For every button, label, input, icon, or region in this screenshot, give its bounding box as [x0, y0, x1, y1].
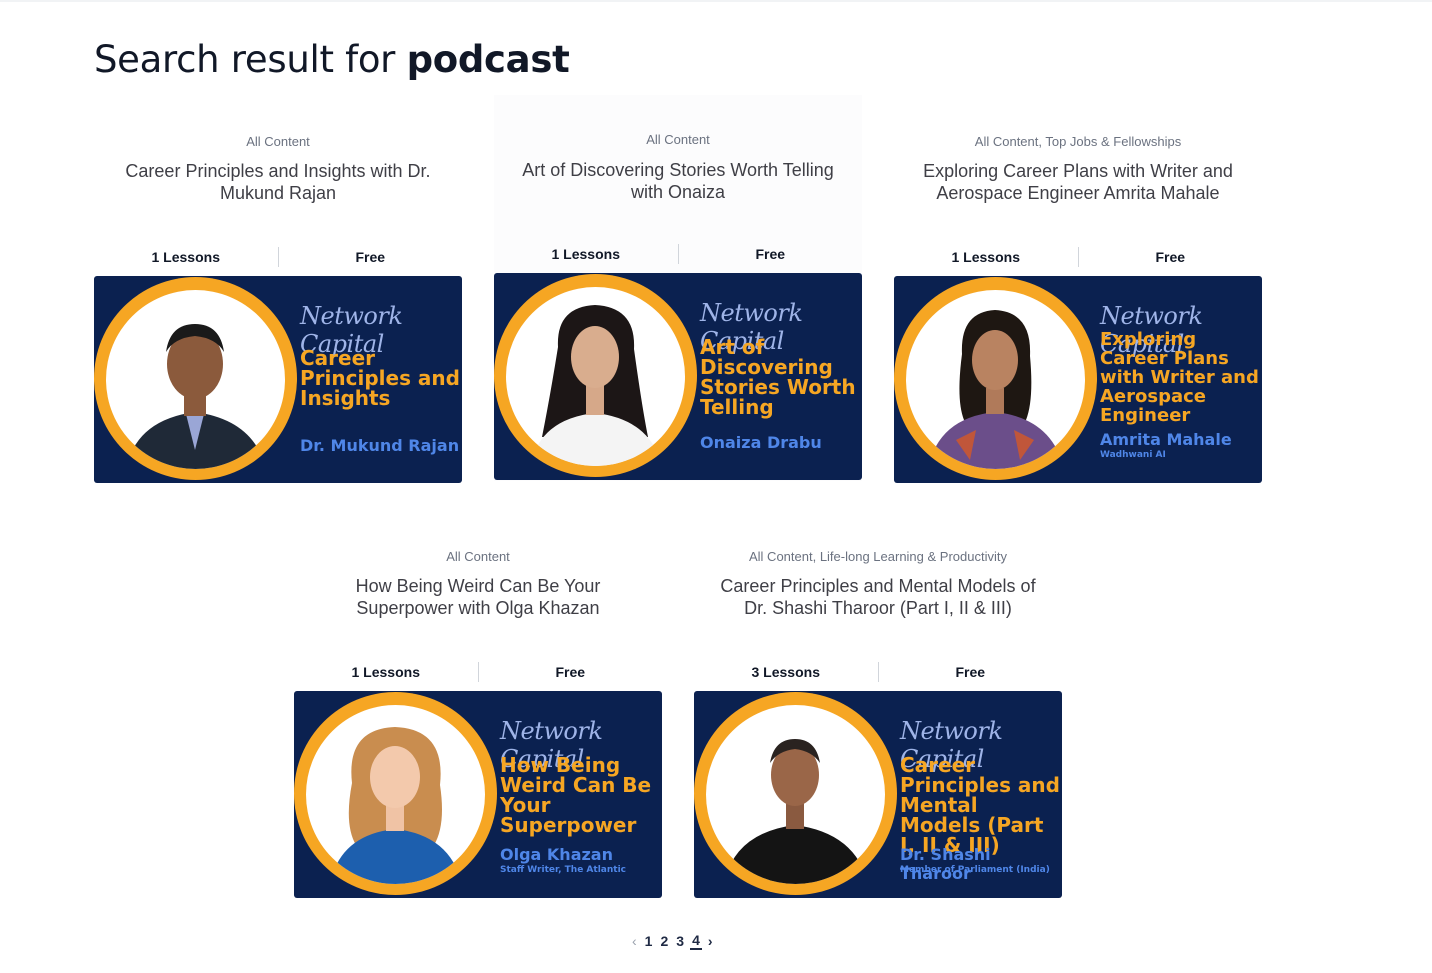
page-title: Search result for podcast: [94, 38, 570, 81]
speaker-photo: [106, 290, 285, 469]
price-label: Free: [1155, 249, 1186, 265]
page-link-4[interactable]: 4: [690, 932, 702, 950]
prev-page-button[interactable]: ‹: [632, 933, 637, 949]
card-category: All Content, Life-long Learning & Produc…: [749, 549, 1007, 564]
brand-logo: Network Capital: [900, 717, 1003, 773]
search-query: podcast: [406, 38, 570, 81]
card-title[interactable]: How Being Weird Can Be Your Superpower w…: [355, 576, 601, 618]
brand-logo: Network Capital: [1100, 302, 1203, 358]
card-title[interactable]: Career Principles and Insights with Dr. …: [125, 161, 431, 203]
course-thumbnail[interactable]: Network Capital Exploring Career Plans w…: [894, 276, 1262, 483]
course-card-2[interactable]: All Content Art of Discovering Stories W…: [494, 95, 862, 481]
card-meta: 1 Lessons Free: [294, 661, 662, 683]
card-category: All Content: [246, 134, 310, 149]
portrait-ring: [894, 277, 1097, 480]
thumbnail-headline: Career Principles and Insights: [300, 346, 460, 410]
thumbnail-headline: Career Principles and Mental Models (Par…: [900, 753, 1060, 857]
page-link-2[interactable]: 2: [660, 933, 669, 949]
course-thumbnail[interactable]: Network Capital Art of Discovering Stori…: [494, 273, 862, 480]
lessons-count: 1 Lessons: [551, 246, 620, 262]
course-thumbnail[interactable]: Network Capital How Being Weird Can Be Y…: [294, 691, 662, 898]
speaker-name: Onaiza Drabu: [700, 433, 822, 452]
speaker-role: Member of Parliament (India): [900, 865, 1050, 875]
course-card-1[interactable]: All Content Career Principles and Insigh…: [94, 134, 462, 483]
meta-divider: [277, 247, 279, 267]
brand-logo: Network Capital: [300, 302, 403, 358]
speaker-role: Wadhwani AI: [1100, 450, 1166, 460]
course-thumbnail[interactable]: Network Capital Career Principles and Me…: [694, 691, 1062, 898]
card-meta: 3 Lessons Free: [694, 661, 1062, 683]
course-card-4[interactable]: All Content How Being Weird Can Be Your …: [294, 549, 662, 898]
thumbnail-headline: Exploring Career Plans with Writer and A…: [1100, 329, 1259, 426]
portrait-ring: [494, 274, 697, 477]
card-title[interactable]: Exploring Career Plans with Writer and A…: [923, 161, 1233, 203]
card-meta: 1 Lessons Free: [94, 246, 462, 268]
card-meta: 1 Lessons Free: [494, 243, 862, 265]
card-title[interactable]: Career Principles and Mental Models of D…: [720, 576, 1036, 618]
lessons-count: 1 Lessons: [151, 249, 220, 265]
thumbnail-headline: How Being Weird Can Be Your Superpower: [500, 753, 652, 837]
page-link-1[interactable]: 1: [644, 933, 653, 949]
course-thumbnail[interactable]: Network Capital Career Principles and In…: [94, 276, 462, 483]
speaker-name: Amrita Mahale: [1100, 430, 1232, 449]
course-card-3[interactable]: All Content, Top Jobs & Fellowships Expl…: [894, 134, 1262, 483]
portrait-ring: [94, 277, 297, 480]
speaker-name: Olga Khazan: [500, 845, 613, 864]
lessons-count: 3 Lessons: [751, 664, 820, 680]
pagination: ‹ 1 2 3 4 ›: [630, 930, 715, 952]
brand-logo: Network Capital: [500, 717, 603, 773]
meta-divider: [877, 662, 879, 682]
portrait-ring: [694, 692, 897, 895]
meta-divider: [1077, 247, 1079, 267]
next-page-button[interactable]: ›: [707, 933, 713, 949]
speaker-photo: [306, 705, 485, 884]
card-category: All Content: [646, 132, 710, 147]
page-link-3[interactable]: 3: [676, 933, 685, 949]
card-meta: 1 Lessons Free: [894, 246, 1262, 268]
lessons-count: 1 Lessons: [951, 249, 1020, 265]
meta-divider: [677, 244, 679, 264]
price-label: Free: [755, 246, 786, 262]
lessons-count: 1 Lessons: [351, 664, 420, 680]
speaker-photo: [506, 287, 685, 466]
brand-logo: Network Capital: [700, 299, 803, 355]
speaker-photo: [906, 290, 1085, 469]
top-divider: [0, 0, 1432, 2]
title-prefix: Search result for: [94, 38, 396, 81]
price-label: Free: [955, 664, 986, 680]
thumbnail-headline: Art of Discovering Stories Worth Telling: [700, 335, 856, 419]
speaker-name: Dr. Mukund Rajan: [300, 436, 460, 455]
card-category: All Content, Top Jobs & Fellowships: [974, 134, 1182, 149]
portrait-ring: [294, 692, 497, 895]
card-title[interactable]: Art of Discovering Stories Worth Telling…: [522, 160, 834, 202]
speaker-role: Staff Writer, The Atlantic: [500, 865, 626, 875]
speaker-photo: [706, 705, 885, 884]
speaker-name: Dr. Shashi Tharoor: [900, 845, 991, 883]
price-label: Free: [355, 249, 386, 265]
price-label: Free: [555, 664, 586, 680]
card-category: All Content: [446, 549, 510, 564]
meta-divider: [477, 662, 479, 682]
course-card-5[interactable]: All Content, Life-long Learning & Produc…: [694, 549, 1062, 898]
